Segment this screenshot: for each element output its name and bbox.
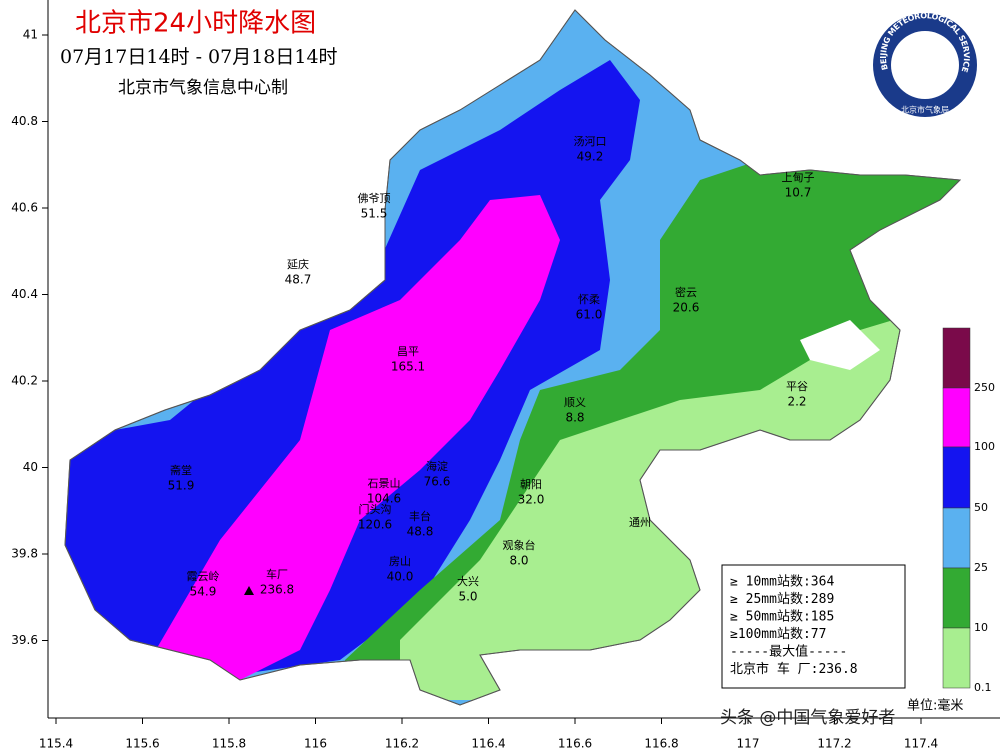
- station-value: 61.0: [576, 308, 603, 322]
- stats-line: ≥ 50mm站数:185: [730, 610, 834, 625]
- stats-box: [721, 564, 906, 689]
- lon-tick-label: 116: [304, 737, 327, 751]
- watermark: 头条 @中国气象爱好者: [720, 708, 895, 728]
- station-name: 汤河口: [574, 134, 607, 148]
- stats-line: -----最大值-----: [730, 644, 847, 660]
- station-value: 8.0: [509, 554, 528, 568]
- lon-tick-label: 117.4: [904, 737, 938, 751]
- lat-tick-label: 40: [23, 460, 38, 474]
- logo-center: [891, 31, 959, 99]
- station-name: 延庆: [287, 257, 309, 271]
- lon-tick-label: 116.2: [385, 737, 419, 751]
- station-name: 怀柔: [578, 293, 600, 306]
- lon-tick-label: 116.4: [471, 737, 505, 751]
- station-name: 石景山: [368, 477, 401, 490]
- stats-line: ≥100mm站数:77: [730, 627, 826, 642]
- lat-tick-label: 41: [23, 28, 38, 42]
- lat-tick-label: 40.8: [11, 114, 38, 128]
- lat-tick-label: 40.2: [11, 374, 38, 388]
- station-name: 丰台: [409, 509, 431, 523]
- station-name: 顺义: [564, 396, 586, 409]
- lon-tick-label: 115.8: [212, 737, 246, 751]
- station-name: 车厂: [266, 567, 288, 581]
- colorbar-label: 10: [974, 621, 988, 634]
- station-name: 大兴: [457, 574, 479, 588]
- lon-tick-label: 116.8: [644, 737, 678, 751]
- station-value: 48.8: [407, 525, 434, 539]
- lon-tick-label: 116.6: [558, 737, 592, 751]
- station-name: 房山: [389, 555, 411, 568]
- station-value: 10.7: [785, 186, 812, 200]
- period: 07月17日14时 - 07月18日14时: [60, 46, 338, 68]
- lon-tick-label: 117.2: [817, 737, 851, 751]
- colorbar-segment: [942, 627, 971, 689]
- colorbar-label: 25: [974, 561, 988, 574]
- station-value: 40.0: [387, 570, 414, 584]
- station-name: 密云: [675, 285, 697, 299]
- colorbar-segment: [942, 507, 971, 569]
- station-value: 120.6: [358, 518, 392, 532]
- boundary: [64, 9, 962, 706]
- colorbar-segment: [942, 327, 971, 389]
- title: 北京市24小时降水图: [75, 9, 316, 39]
- station-value: 20.6: [673, 301, 700, 315]
- station-value: 5.0: [458, 590, 477, 604]
- colorbar-label: 100: [974, 440, 995, 453]
- colorbar-segment: [942, 387, 971, 448]
- station-name: 门头沟: [359, 502, 392, 516]
- lon-tick-label: 115.6: [125, 737, 159, 751]
- station-value: 236.8: [260, 583, 294, 597]
- station-value: 51.9: [168, 479, 195, 493]
- colorbar-segment: [942, 446, 971, 509]
- colorbar-label: 250: [974, 381, 995, 394]
- lat-tick-label: 39.6: [11, 633, 38, 647]
- station-value: 2.2: [787, 395, 806, 409]
- station-name: 通州: [629, 516, 651, 529]
- logo: BEIJING METEOROLOGICAL SERVICE 北京市气象局: [873, 11, 977, 117]
- lat-tick-label: 40.4: [11, 287, 38, 301]
- station-name: 佛爷顶: [358, 191, 391, 205]
- lon-tick-label: 115.4: [39, 737, 73, 751]
- lat-tick-label: 39.8: [11, 547, 38, 561]
- station-value: 48.7: [285, 273, 312, 287]
- station-name: 观象台: [503, 538, 536, 552]
- station-name: 朝阳: [520, 478, 542, 491]
- station-value: 49.2: [577, 150, 604, 164]
- no-rain: [800, 320, 880, 370]
- stats-line: ≥ 25mm站数:289: [730, 592, 834, 607]
- logo-name: 北京市气象局: [901, 105, 949, 115]
- lon-tick-label: 117: [737, 737, 760, 751]
- station-value: 8.8: [565, 411, 584, 425]
- station-value: 165.1: [391, 360, 425, 374]
- station-value: 32.0: [518, 493, 545, 507]
- station-value: 104.6: [367, 492, 401, 506]
- colorbar-segment: [942, 567, 971, 629]
- station-value: 54.9: [190, 585, 217, 599]
- lat-tick-label: 40.6: [11, 201, 38, 215]
- station-name: 霞云岭: [187, 569, 220, 583]
- station-name: 平谷: [786, 380, 808, 393]
- field-100: [150, 195, 560, 690]
- stats-line: 北京市 车 厂:236.8: [730, 661, 858, 677]
- colorbar-label: 0.1: [974, 681, 992, 694]
- issuer: 北京市气象信息中心制: [118, 78, 288, 98]
- colorbar: 250 100 50 25 10 0.1: [942, 327, 995, 694]
- colorbar-label: 50: [974, 501, 988, 514]
- station-value: 51.5: [361, 207, 388, 221]
- stats-line: ≥ 10mm站数:364: [730, 575, 834, 590]
- station-name: 上甸子: [782, 171, 815, 184]
- station-value: 76.6: [424, 475, 451, 489]
- unit: 单位:毫米: [907, 698, 963, 714]
- station-name: 海淀: [426, 459, 448, 473]
- station-name: 昌平: [397, 345, 419, 358]
- station-name: 斋堂: [170, 463, 192, 477]
- max-marker: [244, 586, 254, 595]
